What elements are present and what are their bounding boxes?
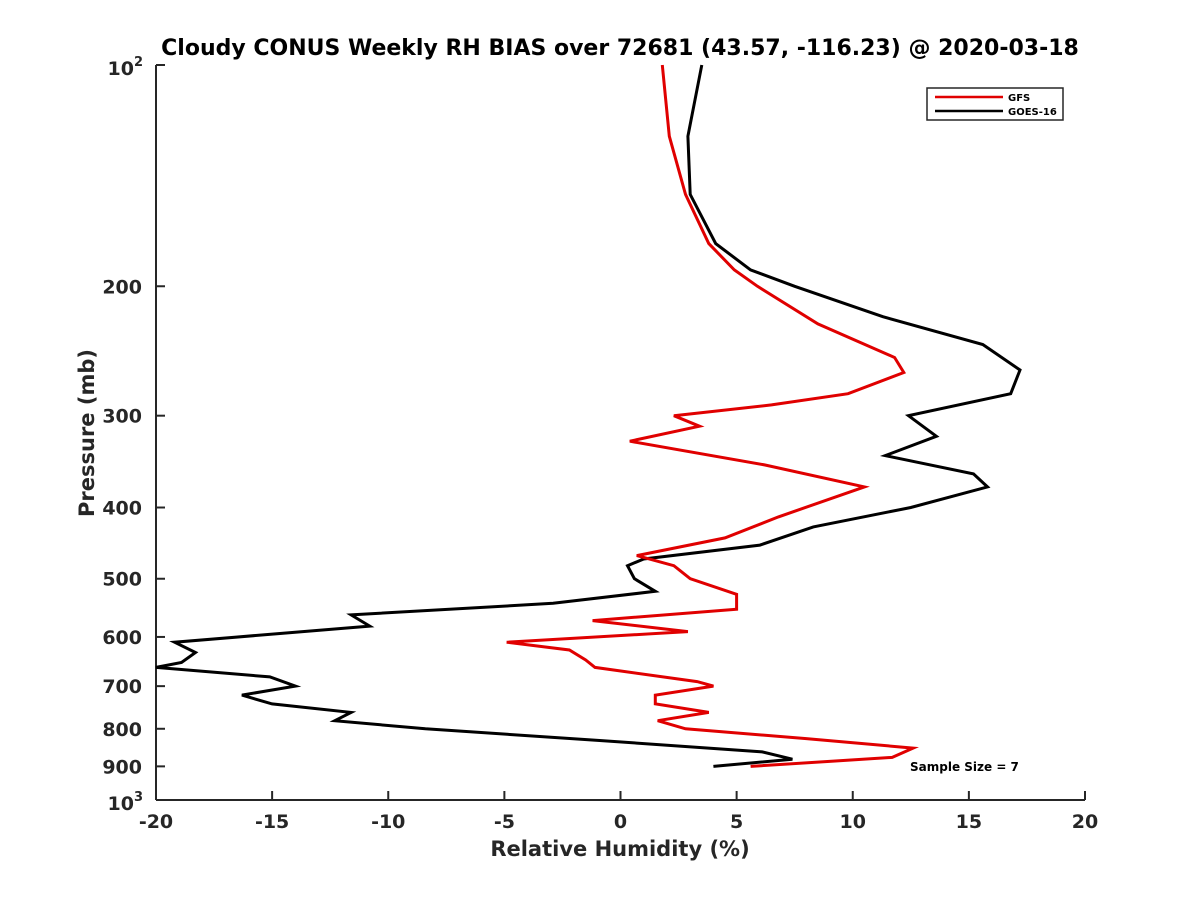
- sample-size-annotation: Sample Size = 7: [910, 760, 1019, 774]
- chart-title: Cloudy CONUS Weekly RH BIAS over 72681 (…: [161, 36, 1079, 61]
- series-line-gfs: [506, 64, 919, 768]
- x-tick-label: -15: [255, 811, 289, 833]
- y-tick-label: 600: [102, 627, 142, 649]
- x-tick-label: -5: [494, 811, 515, 833]
- x-tick-label: -10: [371, 811, 405, 833]
- x-tick-label: 10: [840, 811, 866, 833]
- x-tick-label: -20: [139, 811, 173, 833]
- y-tick-label: 700: [102, 676, 142, 698]
- series-layer: [155, 64, 1022, 768]
- y-axis-label: Pressure (mb): [75, 349, 99, 517]
- y-tick-label-top: 102: [108, 55, 144, 80]
- legend-box: [926, 87, 1064, 121]
- legend-label-gfs: GFS: [1008, 93, 1030, 104]
- x-axis-ticks: -20 -15 -10 -5 0 5 10 15 20: [139, 791, 1098, 833]
- x-tick-label: 5: [730, 811, 743, 833]
- x-tick-label: 0: [614, 811, 627, 833]
- y-tick-label: 400: [102, 498, 142, 520]
- y-tick-label: 200: [102, 276, 142, 298]
- y-tick-label: 800: [102, 719, 142, 741]
- x-tick-label: 20: [1072, 811, 1098, 833]
- y-tick-label: 900: [102, 756, 142, 778]
- y-tick-label-bottom: 103: [108, 790, 144, 815]
- y-tick-label: 500: [102, 569, 142, 591]
- x-axis-label: Relative Humidity (%): [490, 837, 749, 861]
- y-tick-label: 300: [102, 406, 142, 428]
- x-tick-label: 15: [956, 811, 982, 833]
- plot-area: [155, 65, 1085, 801]
- legend-label-goes16: GOES-16: [1008, 107, 1057, 118]
- y-axis-ticks: 200 300 400 500 600 700 800 900: [102, 64, 165, 801]
- series-line-goes16: [155, 64, 1022, 768]
- legend: GFS GOES-16: [926, 87, 1064, 121]
